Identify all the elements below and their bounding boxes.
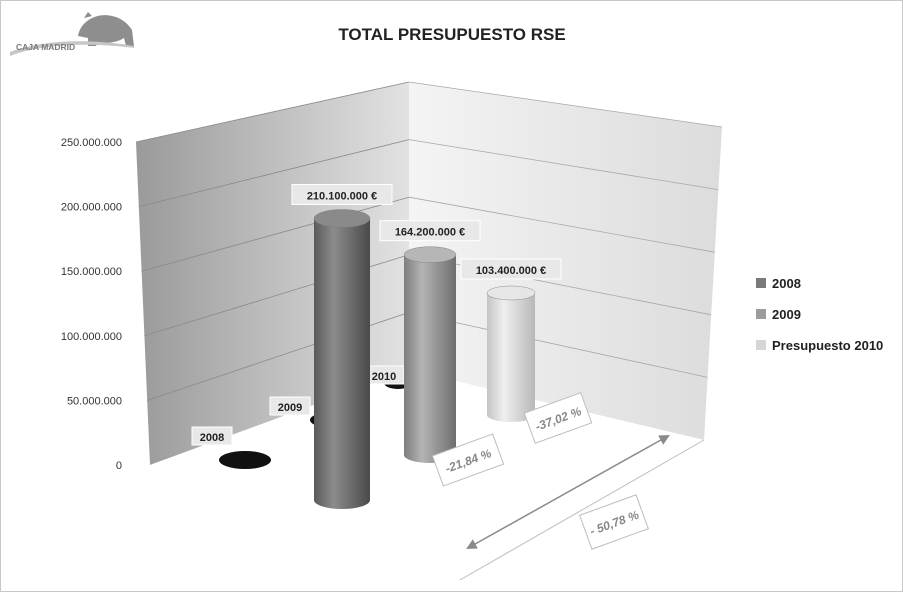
gridline: [408, 81, 723, 128]
bar-series: [313, 209, 536, 509]
logo-text: CAJA MADRID: [16, 42, 75, 52]
legend-label: Presupuesto 2010: [772, 338, 883, 353]
bar-2010: [486, 285, 536, 422]
category-label: 2008: [191, 426, 233, 446]
bar-body: [314, 218, 370, 509]
bear-logo-icon: [78, 12, 134, 46]
data-label: 164.200.000 €: [379, 220, 481, 242]
bar-top: [486, 285, 536, 301]
category-label-text: 2010: [372, 371, 396, 383]
gridline: [408, 254, 712, 316]
gridline: [135, 81, 410, 143]
bar-top: [403, 246, 457, 263]
gridline: [138, 139, 410, 207]
category-bases: 2008 2009 2010: [191, 365, 412, 469]
data-label-text: 210.100.000 €: [307, 190, 377, 202]
base-ellipse: [219, 451, 271, 469]
bar-2008: [313, 209, 371, 509]
legend: 2008 2009 Presupuesto 2010: [756, 276, 883, 353]
total-change-arrow: [466, 434, 670, 550]
y-axis: 0 50.000.000 100.000.000 150.000.000 200.000…: [61, 137, 122, 472]
gridline: [408, 139, 719, 190]
legend-swatch: [756, 309, 766, 319]
legend-label: 2009: [772, 307, 801, 322]
chart-title: TOTAL PRESUPUESTO RSE: [338, 25, 565, 44]
legend-item: 2009: [756, 307, 801, 322]
y-tick-label: 150.000.000: [61, 266, 122, 278]
bar-2009: [403, 246, 457, 463]
data-label-text: 164.200.000 €: [395, 227, 465, 239]
caja-madrid-logo: CAJA MADRID: [10, 12, 134, 56]
data-label-box: [291, 183, 393, 205]
y-tick-label: 100.000.000: [61, 331, 122, 343]
data-label: 103.400.000 €: [460, 258, 562, 280]
data-label-box: [460, 258, 562, 280]
legend-swatch: [756, 278, 766, 288]
legend-swatch: [756, 340, 766, 350]
bar-body: [404, 254, 456, 463]
data-label-text: 103.400.000 €: [476, 265, 546, 277]
y-tick-label: 0: [116, 460, 122, 472]
gridline: [408, 196, 715, 253]
gridline: [408, 312, 708, 378]
y-tick-label: 250.000.000: [61, 137, 122, 149]
category-label-text: 2009: [278, 402, 302, 414]
y-tick-label: 50.000.000: [67, 395, 122, 407]
annotation-50-78: - 50,78 %: [579, 494, 649, 550]
legend-item: Presupuesto 2010: [756, 338, 883, 353]
data-label-box: [379, 220, 481, 242]
logo-swoosh: [10, 41, 134, 56]
category-label: 2009: [269, 396, 311, 416]
annotation-37-02: -37,02 %: [523, 392, 593, 444]
category-label-text: 2008: [200, 432, 224, 444]
annotations: -21,84 % -37,02 % - 50,78 %: [431, 392, 670, 550]
y-tick-label: 200.000.000: [61, 202, 122, 214]
gridline: [141, 196, 410, 272]
bar-top: [313, 209, 371, 228]
category-label-box: [191, 426, 233, 446]
data-label: 210.100.000 €: [291, 183, 393, 205]
legend-item: 2008: [756, 276, 801, 291]
legend-label: 2008: [772, 276, 801, 291]
category-label-box: [269, 396, 311, 416]
data-labels: 210.100.000 € 164.200.000 € 103.400.000 €: [291, 183, 562, 280]
bar-body: [487, 292, 535, 422]
